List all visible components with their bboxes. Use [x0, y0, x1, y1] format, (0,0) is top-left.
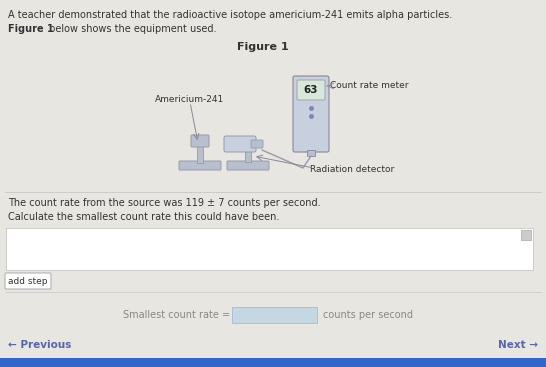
Text: Americium-241: Americium-241 [155, 95, 224, 105]
Text: 63: 63 [304, 85, 318, 95]
FancyBboxPatch shape [521, 230, 531, 240]
FancyBboxPatch shape [307, 150, 315, 156]
FancyBboxPatch shape [179, 161, 221, 170]
Text: Smallest count rate =: Smallest count rate = [123, 310, 230, 320]
FancyBboxPatch shape [5, 273, 51, 289]
Text: Figure 1: Figure 1 [8, 24, 54, 34]
FancyBboxPatch shape [191, 135, 209, 147]
Text: Figure 1: Figure 1 [237, 42, 289, 52]
Text: Next →: Next → [498, 340, 538, 350]
FancyBboxPatch shape [251, 140, 263, 148]
FancyBboxPatch shape [224, 136, 256, 152]
Text: Calculate the smallest count rate this could have been.: Calculate the smallest count rate this c… [8, 212, 280, 222]
Text: ← Previous: ← Previous [8, 340, 72, 350]
Text: A teacher demonstrated that the radioactive isotope americium-241 emits alpha pa: A teacher demonstrated that the radioact… [8, 10, 452, 20]
FancyBboxPatch shape [293, 76, 329, 152]
Text: The count rate from the source was 119 ± 7 counts per second.: The count rate from the source was 119 ±… [8, 198, 321, 208]
FancyBboxPatch shape [227, 161, 269, 170]
Text: Radiation detector: Radiation detector [310, 166, 394, 174]
FancyBboxPatch shape [232, 307, 317, 323]
Text: counts per second: counts per second [323, 310, 413, 320]
Text: Count rate meter: Count rate meter [330, 80, 408, 90]
FancyBboxPatch shape [6, 228, 533, 270]
FancyBboxPatch shape [297, 80, 325, 100]
Bar [245, 146, 251, 162]
Bar [0, 358, 546, 367]
Text: below shows the equipment used.: below shows the equipment used. [46, 24, 217, 34]
Bar [197, 143, 203, 163]
Text: add step: add step [8, 276, 48, 286]
